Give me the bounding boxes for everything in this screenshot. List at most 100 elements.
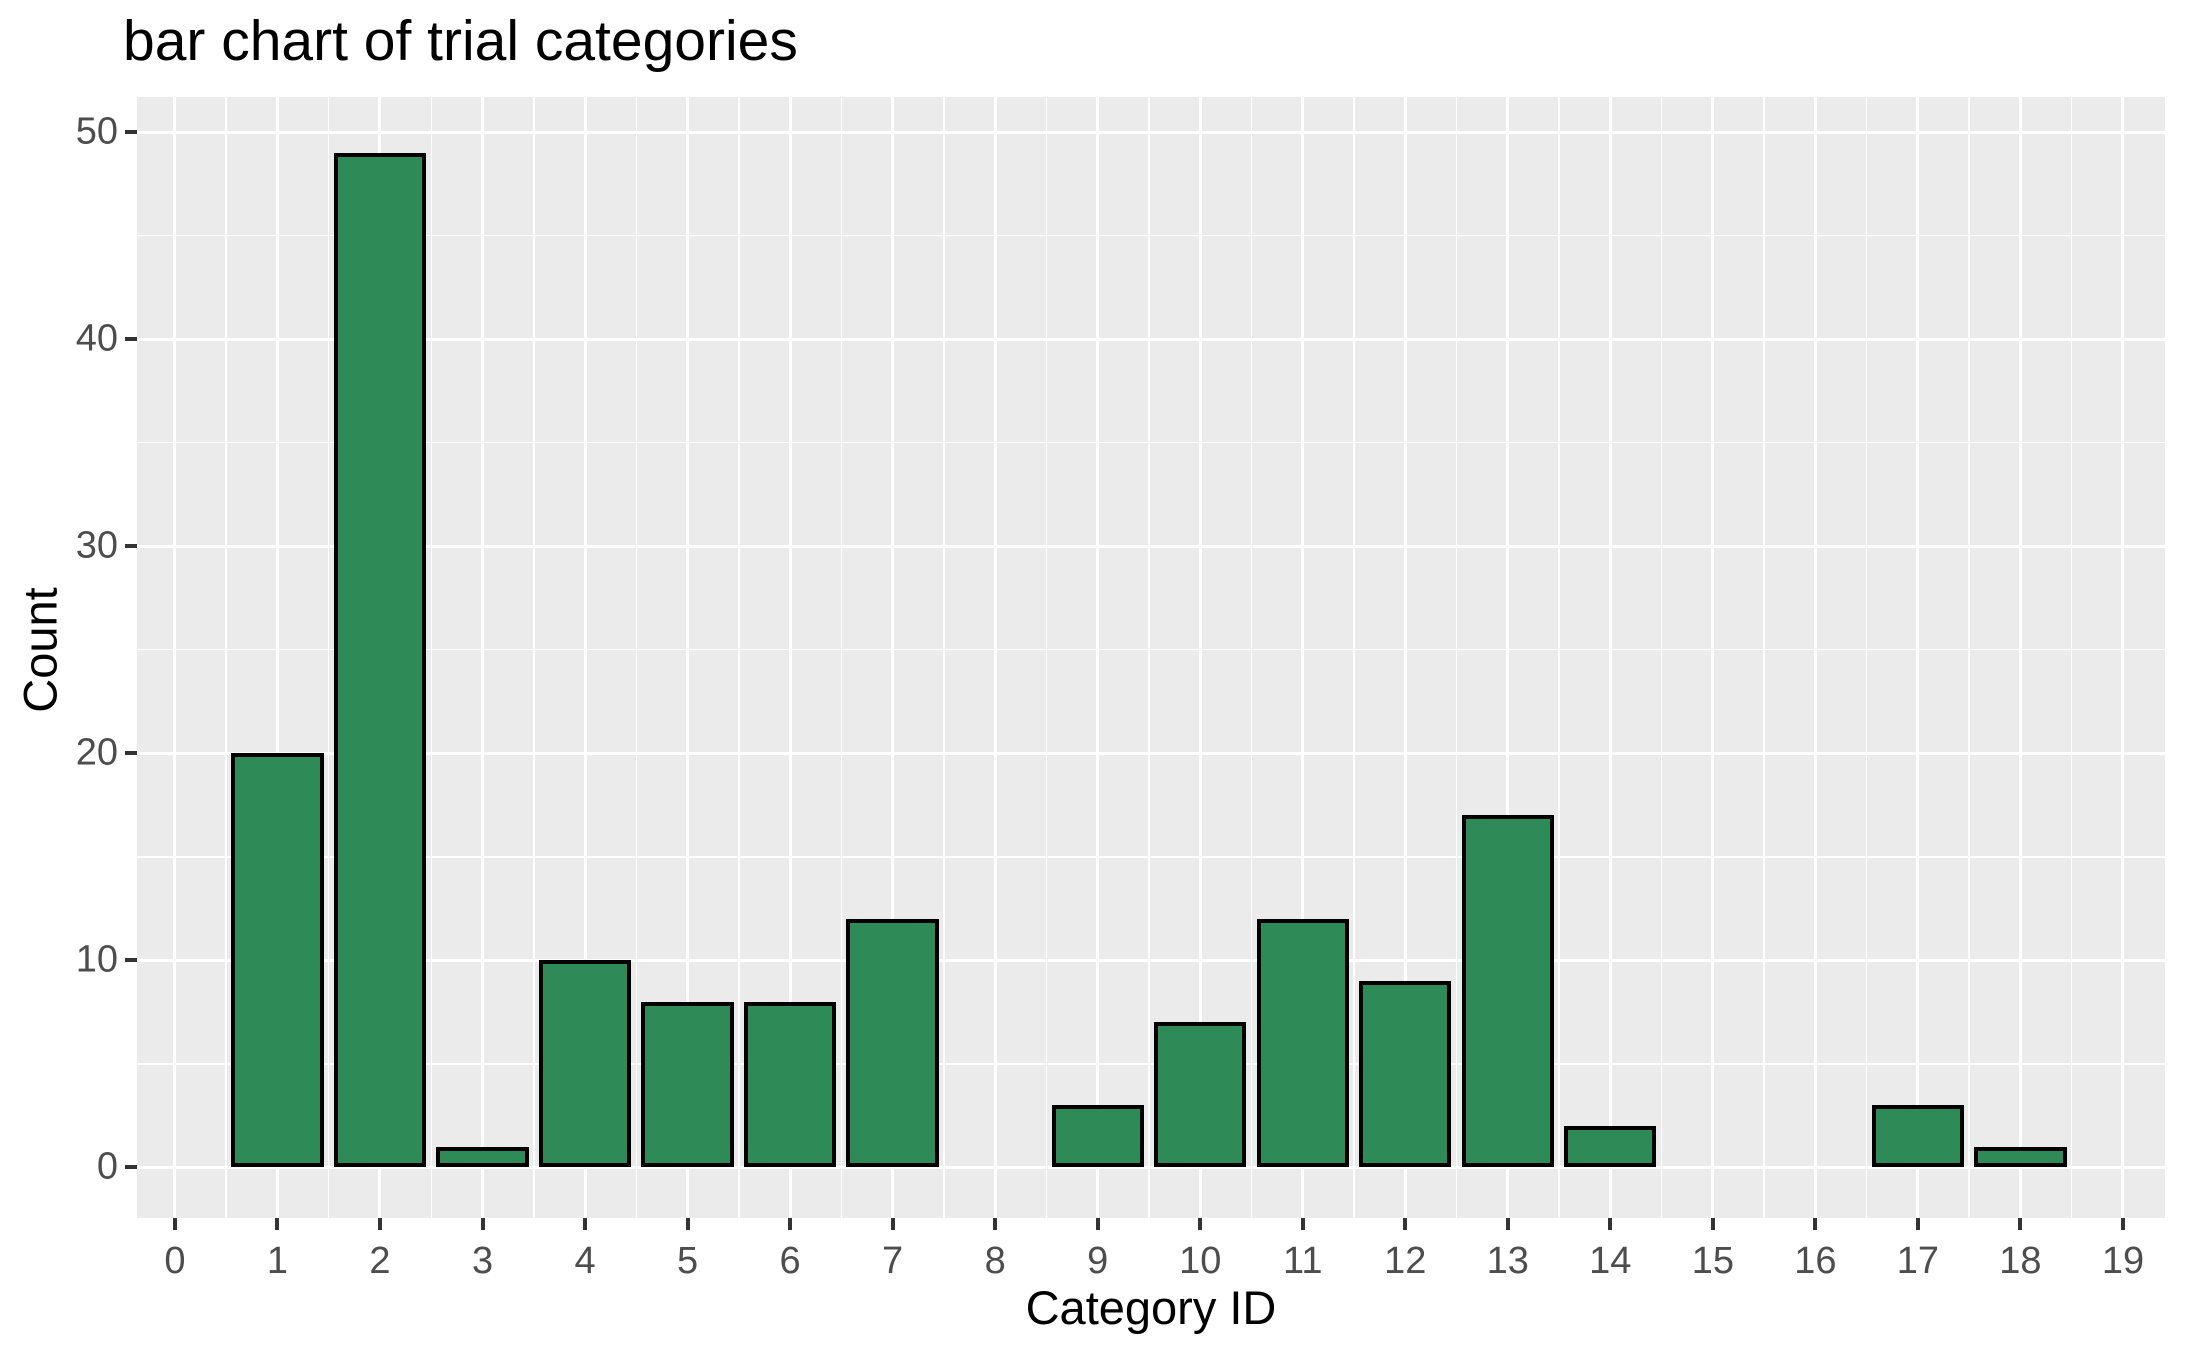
x-axis-tick-label: 12: [1384, 1240, 1427, 1282]
major-gridline-vertical: [686, 97, 690, 1218]
minor-gridline-vertical: [533, 97, 535, 1218]
y-axis-tick-label: 50: [75, 110, 118, 153]
major-gridline-vertical: [1608, 97, 1612, 1218]
x-axis-tick-mark: [1198, 1218, 1203, 1230]
bar-category-10: [1154, 1022, 1247, 1168]
x-axis-tick-mark: [172, 1218, 177, 1230]
minor-gridline-vertical: [1455, 97, 1458, 1218]
x-axis-tick-mark: [2018, 1218, 2023, 1230]
major-gridline-horizontal: [137, 130, 2165, 134]
major-gridline-horizontal: [137, 544, 2165, 548]
y-axis-tick-label: 30: [75, 524, 118, 567]
bar-category-11: [1256, 918, 1349, 1168]
major-gridline-vertical: [1301, 97, 1305, 1218]
minor-gridline-vertical: [1865, 97, 1868, 1218]
y-axis-tick-label: 20: [75, 731, 118, 774]
x-axis-tick-label: 14: [1589, 1240, 1632, 1282]
y-axis-tick-mark: [125, 337, 137, 342]
x-axis-tick-label: 3: [471, 1240, 494, 1282]
minor-gridline-vertical: [738, 97, 740, 1218]
bar-category-18: [1974, 1146, 2067, 1168]
x-axis-tick-mark: [1608, 1218, 1613, 1230]
minor-gridline-horizontal: [137, 1063, 2165, 1065]
major-gridline-vertical: [1711, 97, 1715, 1218]
major-gridline-vertical: [583, 97, 587, 1218]
x-axis-tick-mark: [1095, 1218, 1100, 1230]
x-axis-tick-label: 8: [984, 1240, 1006, 1282]
x-axis-tick-label: 7: [882, 1240, 904, 1282]
x-axis-tick-mark: [2120, 1218, 2125, 1230]
x-axis-tick-label: 17: [1896, 1240, 1940, 1282]
major-gridline-horizontal: [137, 751, 2165, 755]
major-gridline-vertical: [1403, 97, 1407, 1218]
minor-gridline-vertical: [1660, 97, 1663, 1218]
x-axis-tick-mark: [1403, 1218, 1408, 1230]
bar-category-1: [231, 753, 324, 1168]
minor-gridline-vertical: [1558, 97, 1560, 1218]
x-axis-tick-mark: [890, 1218, 895, 1230]
x-axis-tick-mark: [583, 1218, 588, 1230]
bar-category-14: [1564, 1125, 1657, 1168]
minor-gridline-horizontal: [137, 856, 2165, 858]
major-gridline-vertical: [1813, 97, 1817, 1218]
y-axis-title: Count: [13, 587, 67, 713]
major-gridline-horizontal: [137, 337, 2165, 341]
x-axis-tick-mark: [685, 1218, 690, 1230]
x-axis-tick-label: 1: [266, 1240, 289, 1282]
x-axis-tick-label: 0: [164, 1240, 186, 1282]
x-axis-tick-label: 13: [1486, 1240, 1529, 1282]
bar-category-12: [1359, 980, 1452, 1168]
major-gridline-vertical: [1916, 97, 1920, 1218]
minor-gridline-horizontal: [137, 234, 2165, 237]
y-axis-tick-mark: [125, 751, 137, 756]
x-axis-tick-mark: [1710, 1218, 1715, 1230]
bar-category-5: [641, 1001, 734, 1168]
x-axis-tick-mark: [480, 1218, 485, 1230]
minor-gridline-vertical: [1353, 97, 1355, 1218]
y-axis-tick-mark: [125, 130, 137, 135]
minor-gridline-vertical: [1968, 97, 1970, 1218]
x-axis-tick-label: 19: [2101, 1240, 2145, 1282]
bar-category-17: [1871, 1105, 1965, 1168]
major-gridline-vertical: [2018, 97, 2022, 1218]
x-axis-title: Category ID: [1025, 1281, 1277, 1334]
x-axis-tick-label: 10: [1179, 1240, 1222, 1282]
bar-category-2: [333, 152, 427, 1168]
bar-category-4: [538, 960, 632, 1168]
major-gridline-vertical: [993, 97, 997, 1218]
bar-category-13: [1461, 815, 1554, 1168]
x-axis-tick-mark: [1813, 1218, 1818, 1230]
major-gridline-vertical: [275, 97, 279, 1218]
y-axis-tick-label: 10: [75, 938, 118, 981]
minor-gridline-vertical: [2070, 97, 2073, 1218]
minor-gridline-horizontal: [137, 648, 2165, 651]
major-gridline-vertical: [1096, 97, 1100, 1218]
x-axis-tick-mark: [377, 1218, 382, 1230]
plot-panel: [137, 97, 2165, 1218]
x-axis-tick-label: 4: [574, 1240, 596, 1282]
major-gridline-vertical: [1506, 97, 1510, 1218]
minor-gridline-vertical: [1045, 97, 1048, 1218]
x-axis-tick-mark: [1505, 1218, 1510, 1230]
x-axis-tick-label: 2: [369, 1240, 391, 1282]
y-axis-tick-label: 0: [96, 1145, 118, 1188]
x-axis-tick-label: 16: [1794, 1240, 1837, 1282]
bar-category-9: [1051, 1105, 1144, 1168]
minor-gridline-vertical: [1763, 97, 1765, 1218]
x-axis-tick-mark: [1300, 1218, 1305, 1230]
y-axis-tick-mark: [125, 544, 137, 549]
minor-gridline-vertical: [1250, 97, 1253, 1218]
major-gridline-horizontal: [137, 1165, 2165, 1169]
x-axis-tick-mark: [788, 1218, 793, 1230]
x-axis-tick-label: 5: [676, 1240, 699, 1282]
bar-category-6: [743, 1001, 837, 1168]
major-gridline-vertical: [173, 97, 177, 1218]
minor-gridline-vertical: [635, 97, 638, 1218]
minor-gridline-horizontal: [137, 441, 2165, 444]
x-axis-tick-label: 9: [1087, 1240, 1109, 1282]
minor-gridline-vertical: [430, 97, 432, 1218]
y-axis-tick-mark: [125, 1165, 137, 1170]
major-gridline-horizontal: [137, 958, 2165, 962]
x-axis-tick-label: 11: [1283, 1240, 1323, 1282]
